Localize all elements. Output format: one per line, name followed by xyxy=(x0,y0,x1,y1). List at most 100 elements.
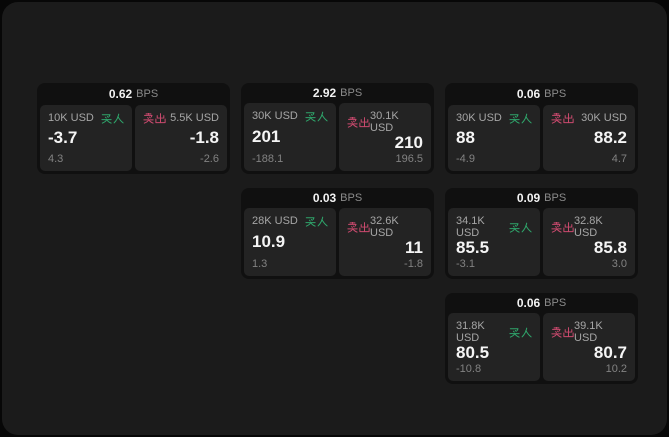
buy-price: 80.5 xyxy=(456,343,490,363)
cjk-chu-exit-icon xyxy=(563,221,574,232)
sell-delta: -2.6 xyxy=(200,153,219,165)
sell-price: 11 xyxy=(405,238,423,258)
card-body: 31.8K USD 80.5 -10.8 39.1K USD xyxy=(445,313,638,384)
cjk-mai-buy-icon xyxy=(509,113,520,124)
sell-panel-header: 30.1K USD xyxy=(347,110,423,134)
cjk-chu-exit-icon xyxy=(563,326,574,337)
quotes-grid: 0.62 BPS 10K USD -3.7 4.3 xyxy=(37,83,638,384)
buy-label-icon xyxy=(509,113,532,124)
cjk-chu-exit-icon xyxy=(563,112,574,123)
sell-panel-header: 32.6K USD xyxy=(347,215,423,239)
sell-label-icon xyxy=(143,112,166,124)
cjk-mai-buy-icon xyxy=(509,223,520,233)
cjk-ru-enter-icon xyxy=(521,327,532,338)
buy-delta: 1.3 xyxy=(252,258,268,270)
buy-delta: -3.1 xyxy=(456,258,475,270)
cjk-chu-exit-icon xyxy=(155,112,166,123)
buy-panel[interactable]: 31.8K USD 80.5 -10.8 xyxy=(448,313,540,381)
sell-price: -1.8 xyxy=(189,128,219,148)
buy-price: 85.5 xyxy=(456,238,490,258)
sell-delta: 3.0 xyxy=(611,258,627,270)
cjk-ru-enter-icon xyxy=(317,111,328,122)
cjk-chu-exit-icon xyxy=(359,116,370,127)
sell-panel[interactable]: 5.5K USD -1.8 -2.6 xyxy=(135,105,227,171)
card-body: 28K USD 10.9 1.3 32.6K USD 11 xyxy=(241,208,434,279)
cjk-ru-enter-icon xyxy=(521,222,532,233)
buy-panel-header: 28K USD xyxy=(252,215,328,227)
card-body: 34.1K USD 85.5 -3.1 32.8K USD xyxy=(445,208,638,279)
sell-delta: 4.7 xyxy=(611,153,627,165)
sell-amount: 32.8K USD xyxy=(574,215,603,240)
bps-value: 0.62 xyxy=(108,87,133,101)
buy-label-icon xyxy=(509,222,532,233)
bps-unit-label: BPS xyxy=(544,192,567,205)
sell-panel[interactable]: 30K USD 88.2 4.7 xyxy=(543,105,635,171)
buy-label-icon xyxy=(305,216,328,227)
cjk-chu-exit-icon xyxy=(359,221,370,232)
sell-price: 88.2 xyxy=(593,128,627,148)
cjk-mai-buy-icon xyxy=(509,328,520,338)
buy-amount: 34.1K USD xyxy=(456,215,485,240)
sell-panel-header: 32.8K USD xyxy=(551,215,627,239)
sell-delta: -1.8 xyxy=(404,258,423,270)
sell-label-icon xyxy=(551,221,574,233)
cjk-mai-buy-icon xyxy=(305,112,316,122)
buy-amount: 30K USD xyxy=(252,110,298,123)
sell-panel[interactable]: 30.1K USD 210 196.5 xyxy=(339,103,431,171)
sell-panel-header: 39.1K USD xyxy=(551,320,627,344)
sell-panel[interactable]: 39.1K USD 80.7 10.2 xyxy=(543,313,635,381)
buy-panel-header: 31.8K USD xyxy=(456,320,532,344)
buy-panel-header: 30K USD xyxy=(252,110,328,122)
buy-delta: -10.8 xyxy=(456,363,482,375)
sell-panel-header: 30K USD xyxy=(551,112,627,124)
quote-card: 0.06 BPS 31.8K USD 80.5 -10.8 xyxy=(445,293,638,384)
card-header: 0.09 BPS xyxy=(445,188,638,208)
buy-panel-header: 10K USD xyxy=(48,112,124,124)
cjk-mai-sell-icon xyxy=(551,221,562,233)
sell-amount: 30.1K USD xyxy=(370,110,399,135)
bps-unit-label: BPS xyxy=(340,87,363,100)
buy-panel[interactable]: 34.1K USD 85.5 -3.1 xyxy=(448,208,540,276)
sell-delta: 10.2 xyxy=(605,363,627,375)
buy-price: -3.7 xyxy=(48,128,78,148)
buy-amount: 10K USD xyxy=(48,112,94,124)
cjk-ru-enter-icon xyxy=(521,113,532,123)
buy-label-icon xyxy=(101,113,124,124)
cjk-mai-sell-icon xyxy=(551,112,562,124)
cjk-mai-sell-icon xyxy=(347,221,358,233)
buy-price: 10.9 xyxy=(252,232,286,252)
buy-price: 201 xyxy=(252,127,281,147)
bps-unit-label: BPS xyxy=(544,88,567,100)
buy-label-icon xyxy=(305,111,328,122)
buy-panel[interactable]: 10K USD -3.7 4.3 xyxy=(40,105,132,171)
buy-amount: 31.8K USD xyxy=(456,320,485,345)
quote-card: 0.03 BPS 28K USD 10.9 1.3 xyxy=(241,188,434,279)
cjk-ru-enter-icon xyxy=(113,113,124,123)
card-header: 0.62 BPS xyxy=(37,83,230,105)
sell-price: 210 xyxy=(394,133,423,153)
sell-panel[interactable]: 32.6K USD 11 -1.8 xyxy=(339,208,431,276)
sell-price: 80.7 xyxy=(593,343,627,363)
quote-card: 0.09 BPS 34.1K USD 85.5 -3.1 xyxy=(445,188,638,279)
sell-amount: 30K USD xyxy=(581,112,627,124)
buy-panel[interactable]: 30K USD 88 -4.9 xyxy=(448,105,540,171)
bps-value: 0.06 xyxy=(516,87,541,101)
buy-panel-header: 34.1K USD xyxy=(456,215,532,239)
card-header: 0.06 BPS xyxy=(445,83,638,105)
sell-label-icon xyxy=(347,116,370,128)
buy-panel[interactable]: 28K USD 10.9 1.3 xyxy=(244,208,336,276)
buy-delta: -4.9 xyxy=(456,153,475,165)
buy-panel[interactable]: 30K USD 201 -188.1 xyxy=(244,103,336,171)
sell-amount: 32.6K USD xyxy=(370,215,399,240)
buy-panel-header: 30K USD xyxy=(456,112,532,124)
quote-card: 0.06 BPS 30K USD 88 -4.9 xyxy=(445,83,638,174)
card-header: 0.03 BPS xyxy=(241,188,434,208)
buy-delta: -188.1 xyxy=(252,153,284,165)
cjk-mai-sell-icon xyxy=(347,116,358,128)
card-header: 0.06 BPS xyxy=(445,293,638,313)
cjk-mai-sell-icon xyxy=(551,326,562,338)
buy-delta: 4.3 xyxy=(48,153,64,165)
bps-unit-label: BPS xyxy=(340,192,363,205)
sell-panel[interactable]: 32.8K USD 85.8 3.0 xyxy=(543,208,635,276)
